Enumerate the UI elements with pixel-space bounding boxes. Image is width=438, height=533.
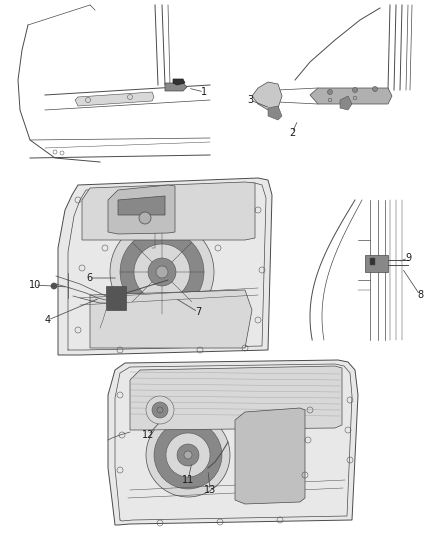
Text: 11: 11 (182, 475, 194, 485)
Circle shape (152, 402, 168, 418)
Polygon shape (108, 185, 175, 234)
Polygon shape (370, 258, 375, 265)
Polygon shape (108, 360, 358, 525)
Text: 3: 3 (247, 95, 253, 105)
Polygon shape (340, 96, 352, 110)
Text: 1: 1 (201, 87, 207, 97)
Polygon shape (365, 255, 388, 272)
Polygon shape (130, 366, 342, 430)
Text: 2: 2 (289, 128, 295, 138)
Polygon shape (106, 286, 126, 310)
Circle shape (156, 266, 168, 278)
Text: 8: 8 (417, 290, 423, 300)
Circle shape (328, 90, 332, 94)
Text: 13: 13 (204, 485, 216, 495)
Polygon shape (75, 92, 154, 106)
Circle shape (157, 407, 163, 413)
Circle shape (134, 244, 190, 300)
Circle shape (353, 87, 357, 93)
Text: 12: 12 (142, 430, 154, 440)
Polygon shape (235, 408, 305, 504)
Circle shape (372, 86, 378, 92)
Polygon shape (268, 106, 282, 120)
Polygon shape (165, 83, 187, 91)
Text: 4: 4 (45, 315, 51, 325)
Circle shape (110, 220, 214, 324)
Circle shape (184, 451, 192, 459)
Circle shape (51, 283, 57, 289)
Text: 10: 10 (29, 280, 41, 290)
Polygon shape (173, 79, 185, 85)
Circle shape (139, 212, 151, 224)
Circle shape (166, 433, 210, 477)
Polygon shape (118, 196, 165, 215)
Polygon shape (252, 82, 282, 110)
Polygon shape (58, 178, 272, 355)
Text: 9: 9 (405, 253, 411, 263)
Circle shape (177, 444, 199, 466)
Circle shape (146, 413, 230, 497)
Text: 6: 6 (86, 273, 92, 283)
Text: 7: 7 (195, 307, 201, 317)
Circle shape (146, 396, 174, 424)
Polygon shape (90, 290, 252, 348)
Polygon shape (82, 182, 255, 240)
Circle shape (120, 230, 204, 314)
Polygon shape (310, 88, 392, 104)
Circle shape (148, 258, 176, 286)
Circle shape (154, 421, 222, 489)
